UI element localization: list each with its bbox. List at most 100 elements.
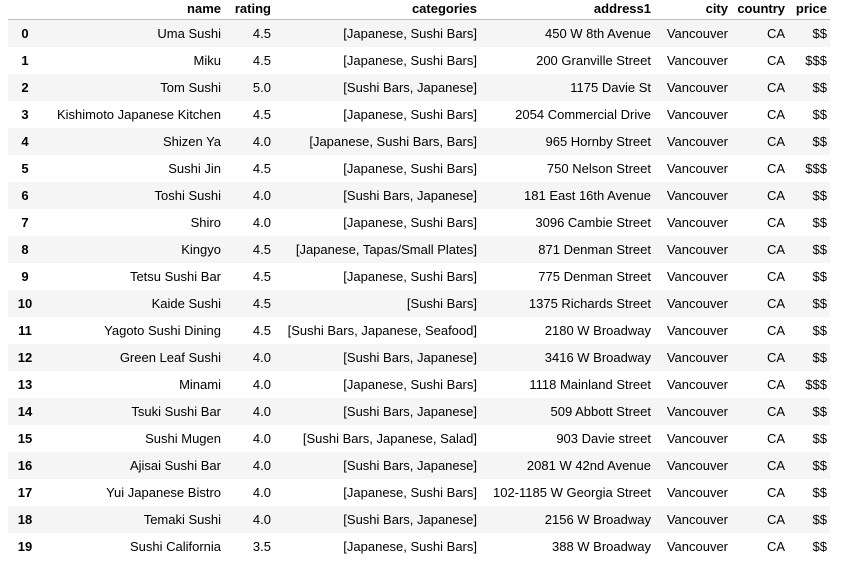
dataframe-output: name rating categories address1 city cou… [8, 0, 830, 560]
cell-country: CA [766, 512, 785, 527]
cell-price: $$ [812, 323, 827, 338]
cell-address1: 871 Denman Street [538, 242, 651, 257]
cell-price: $$$ [805, 53, 827, 68]
cell-country: CA [766, 323, 785, 338]
header-price: price [788, 0, 830, 20]
cell-categories: [Japanese, Sushi Bars] [343, 269, 477, 284]
table-row: 2 Tom Sushi 5.0 [Sushi Bars, Japanese] 1175 … [8, 74, 830, 101]
cell-rating: 4.0 [252, 215, 271, 230]
header-rating: rating [224, 0, 274, 20]
cell-city: Vancouver [666, 404, 728, 419]
cell-city: Vancouver [666, 431, 728, 446]
cell-address1: 2156 W Broadway [544, 512, 651, 527]
restaurants-table: name rating categories address1 city cou… [8, 0, 830, 560]
cell-address1: 509 Abbott Street [550, 404, 651, 419]
cell-city: Vancouver [666, 134, 728, 149]
cell-rating: 4.5 [252, 242, 271, 257]
cell-name: Kingyo [181, 242, 221, 257]
row-index: 10 [17, 296, 33, 311]
cell-country: CA [766, 161, 785, 176]
cell-address1: 1118 Mainland Street [529, 377, 651, 392]
cell-categories: [Sushi Bars, Japanese] [343, 458, 477, 473]
cell-rating: 4.0 [252, 350, 271, 365]
cell-categories: [Japanese, Sushi Bars] [343, 161, 477, 176]
row-index: 7 [21, 215, 29, 230]
table-body: 0 Uma Sushi 4.5 [Japanese, Sushi Bars] 450 W… [8, 19, 830, 560]
cell-name: Temaki Sushi [143, 512, 221, 527]
cell-address1: 102-1185 W Georgia Street [492, 485, 651, 500]
cell-categories: [Sushi Bars, Japanese] [343, 188, 477, 203]
cell-price: $$ [812, 188, 827, 203]
header-address1: address1 [480, 0, 654, 20]
table-row: 4 Shizen Ya 4.0 [Japanese, Sushi Bars, Bars… [8, 128, 830, 155]
cell-categories: [Sushi Bars, Japanese] [343, 350, 477, 365]
cell-name: Tom Sushi [160, 80, 221, 95]
cell-address1: 200 Granville Street [536, 53, 651, 68]
cell-address1: 2081 W 42nd Avenue [526, 458, 651, 473]
cell-price: $$ [812, 404, 827, 419]
cell-country: CA [766, 539, 785, 554]
cell-city: Vancouver [666, 539, 728, 554]
cell-address1: 181 East 16th Avenue [524, 188, 651, 203]
cell-city: Vancouver [666, 188, 728, 203]
header-index [8, 0, 42, 20]
cell-rating: 4.5 [252, 26, 271, 41]
cell-address1: 3096 Cambie Street [535, 215, 651, 230]
cell-address1: 2180 W Broadway [544, 323, 651, 338]
table-row: 8 Kingyo 4.5 [Japanese, Tapas/Small Plates]… [8, 236, 830, 263]
cell-categories: [Japanese, Sushi Bars] [343, 107, 477, 122]
cell-city: Vancouver [666, 26, 728, 41]
cell-rating: 4.5 [252, 161, 271, 176]
cell-name: Green Leaf Sushi [119, 350, 221, 365]
cell-price: $$ [812, 107, 827, 122]
cell-name: Shiro [190, 215, 221, 230]
row-index: 1 [21, 53, 29, 68]
row-index: 13 [17, 377, 33, 392]
cell-rating: 4.5 [252, 269, 271, 284]
row-index: 8 [21, 242, 29, 257]
row-index: 11 [18, 323, 32, 338]
cell-price: $$ [812, 80, 827, 95]
cell-name: Sushi Mugen [145, 431, 221, 446]
table-row: 17 Yui Japanese Bistro 4.0 [Japanese, Sushi… [8, 479, 830, 506]
cell-price: $$ [812, 431, 827, 446]
cell-address1: 903 Davie street [556, 431, 651, 446]
cell-country: CA [766, 404, 785, 419]
header-city: city [654, 0, 731, 20]
cell-categories: [Sushi Bars, Japanese, Salad] [302, 431, 477, 446]
cell-city: Vancouver [666, 242, 728, 257]
cell-rating: 4.5 [252, 107, 271, 122]
cell-address1: 3416 W Broadway [544, 350, 651, 365]
cell-categories: [Japanese, Sushi Bars, Bars] [309, 134, 477, 149]
table-row: 9 Tetsu Sushi Bar 4.5 [Japanese, Sushi Bars… [8, 263, 830, 290]
row-index: 12 [17, 350, 33, 365]
cell-price: $$ [812, 539, 827, 554]
row-index: 19 [17, 539, 33, 554]
cell-price: $$ [812, 512, 827, 527]
cell-categories: [Japanese, Sushi Bars] [343, 539, 477, 554]
row-index: 5 [21, 161, 29, 176]
cell-country: CA [766, 485, 785, 500]
cell-rating: 4.5 [252, 296, 271, 311]
cell-address1: 1175 Davie St [570, 80, 651, 95]
cell-price: $$ [812, 458, 827, 473]
cell-country: CA [766, 215, 785, 230]
row-index: 4 [21, 134, 29, 149]
cell-price: $$ [812, 269, 827, 284]
cell-city: Vancouver [666, 215, 728, 230]
row-index: 6 [21, 188, 29, 203]
row-index: 9 [21, 269, 29, 284]
cell-categories: [Sushi Bars, Japanese] [343, 80, 477, 95]
row-index: 2 [21, 80, 29, 95]
header-name: name [42, 0, 224, 20]
cell-name: Shizen Ya [162, 134, 221, 149]
cell-country: CA [766, 107, 785, 122]
row-index: 3 [21, 107, 29, 122]
table-row: 14 Tsuki Sushi Bar 4.0 [Sushi Bars, Japanes… [8, 398, 830, 425]
cell-categories: [Japanese, Tapas/Small Plates] [295, 242, 477, 257]
cell-city: Vancouver [666, 161, 728, 176]
cell-country: CA [766, 350, 785, 365]
cell-city: Vancouver [666, 269, 728, 284]
cell-categories: [Sushi Bars, Japanese, Seafood] [287, 323, 477, 338]
cell-address1: 965 Hornby Street [545, 134, 651, 149]
